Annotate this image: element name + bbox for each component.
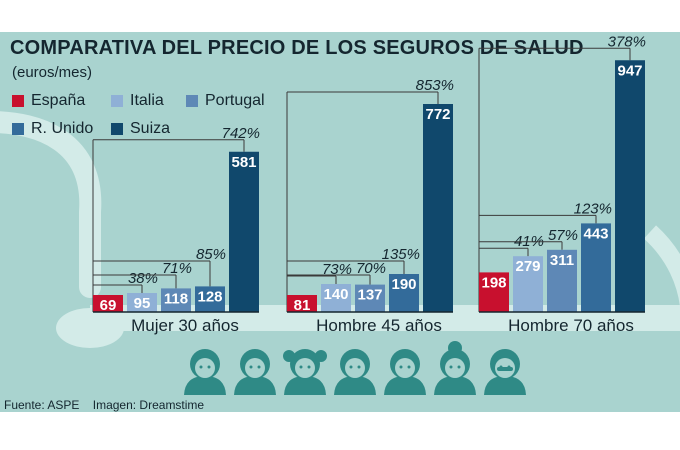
value-label: 118: [164, 290, 188, 307]
elderly-man-icon: [484, 349, 526, 395]
chart-title: COMPARATIVA DEL PRECIO DE LOS SEGUROS DE…: [10, 37, 584, 59]
girl-icon: [283, 349, 327, 395]
value-label: 128: [197, 288, 222, 305]
category-label: Hombre 70 años: [508, 316, 634, 335]
image-credit: Imagen: Dreamstime: [92, 398, 205, 412]
category-label: Hombre 45 años: [316, 316, 442, 335]
value-label: 947: [617, 62, 642, 79]
percent-label: 73%: [322, 261, 352, 278]
percent-label: 135%: [382, 246, 420, 263]
legend-item-r-unido: R. Unido: [12, 120, 93, 138]
legend-item-italia: Italia: [111, 92, 164, 110]
chart-subtitle: (euros/mes): [12, 64, 93, 81]
bar-chart: 38%71%85% 742% 69 95 118 128 581 Mujer 30 años 7…: [92, 33, 646, 395]
bar: [321, 284, 351, 312]
legend-swatch: [186, 95, 198, 107]
legend-swatch: [111, 95, 123, 107]
value-label: 198: [481, 274, 506, 291]
legend-swatch: [12, 95, 24, 107]
percent-label: 71%: [162, 260, 192, 277]
category-label: Mujer 30 años: [131, 316, 239, 335]
footer: Fuente: ASPE Imagen: Dreamstime: [4, 398, 204, 412]
value-label: 279: [515, 258, 540, 275]
value-label: 95: [134, 295, 151, 312]
bar: [195, 286, 225, 312]
source-credit: Fuente: ASPE: [4, 398, 80, 412]
bar: [93, 295, 123, 312]
bar: [581, 223, 611, 312]
value-label: 443: [583, 225, 608, 242]
percent-label: 853%: [416, 77, 454, 94]
people-icons: [184, 341, 526, 395]
legend-swatch: [111, 123, 123, 135]
value-label: 311: [550, 252, 574, 269]
bar: [547, 249, 577, 312]
bar: [355, 284, 385, 312]
percent-label: 57%: [548, 227, 578, 244]
percent-label: 38%: [128, 270, 158, 287]
legend-item-espana: España: [12, 92, 85, 110]
elderly-woman-icon: [434, 341, 476, 395]
percent-label: 70%: [356, 260, 386, 277]
legend-label: Portugal: [205, 92, 265, 109]
legend-label: R. Unido: [31, 120, 94, 137]
percent-label: 742%: [222, 125, 260, 142]
bar: [423, 104, 453, 312]
percent-label: 378%: [608, 33, 646, 50]
bar: [513, 256, 543, 312]
child-icon: [234, 349, 276, 395]
legend-swatch: [12, 123, 24, 135]
stethoscope-illustration: [0, 111, 680, 348]
bar: [287, 295, 317, 312]
value-label: 140: [323, 286, 348, 303]
value-label: 81: [294, 297, 311, 314]
bar: [161, 288, 191, 312]
value-label: 772: [425, 106, 450, 123]
legend-label: Italia: [130, 92, 164, 109]
man-icon: [384, 349, 426, 395]
value-label: 581: [231, 154, 256, 171]
bar: [615, 60, 645, 312]
value-label: 137: [357, 287, 382, 304]
infographic-card: COMPARATIVA DEL PRECIO DE LOS SEGUROS DE…: [0, 32, 680, 412]
legend-label: España: [31, 92, 86, 109]
woman-icon: [334, 349, 376, 395]
legend-label: Suiza: [130, 120, 171, 137]
bar: [479, 272, 509, 312]
bar: [229, 151, 259, 312]
percent-label: 85%: [196, 246, 226, 263]
value-label: 190: [391, 276, 416, 293]
bar: [127, 293, 157, 312]
baby-icon: [184, 349, 226, 395]
percent-label: 123%: [574, 200, 612, 217]
legend-item-suiza: Suiza: [111, 120, 170, 138]
value-label: 69: [100, 297, 117, 314]
bar: [389, 274, 419, 312]
legend-item-portugal: Portugal: [186, 92, 265, 110]
